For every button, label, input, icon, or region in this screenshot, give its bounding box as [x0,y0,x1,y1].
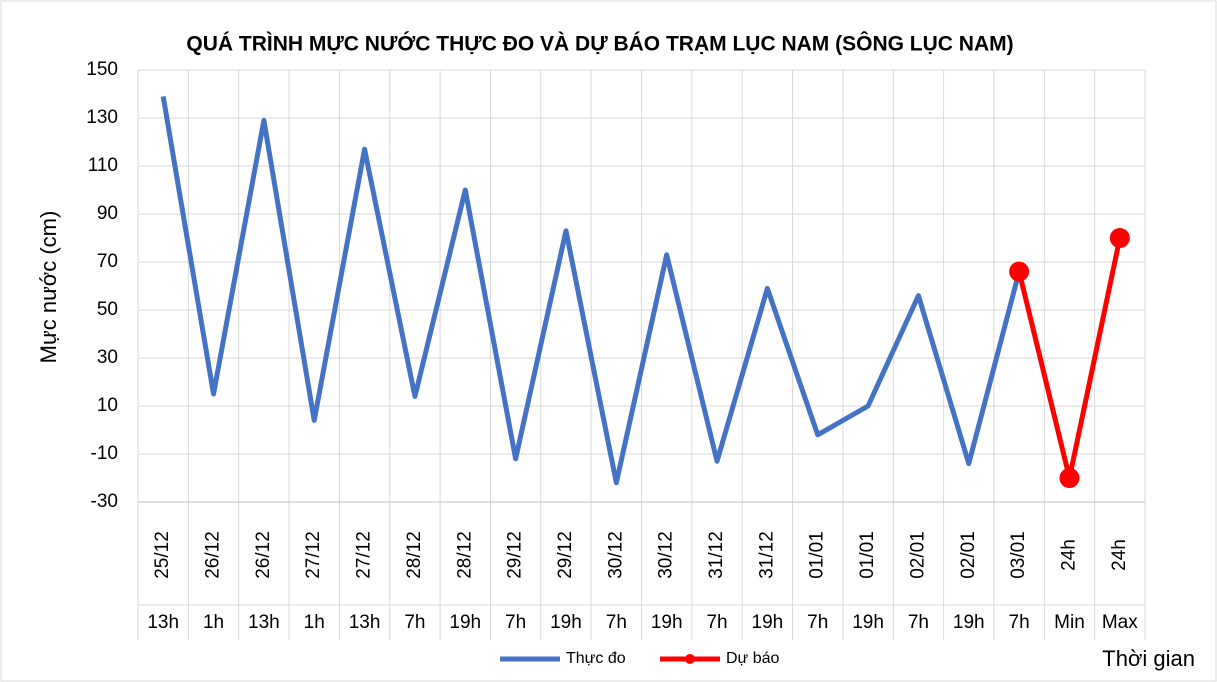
x-tick-sublabel: 1h [304,612,325,633]
x-tick-sublabel: Min [1054,612,1085,633]
y-tick-label: 130 [86,107,118,128]
x-tick-label: 30/12 [605,531,626,579]
x-axis-label: Thời gian [1102,646,1195,671]
y-tick-label: -30 [91,491,118,512]
x-tick-sublabel: 7h [505,612,526,633]
x-tick-sublabel: 19h [550,612,582,633]
x-tick-sublabel: 13h [147,612,179,633]
legend-marker [685,654,695,664]
y-tick-label: 10 [97,395,118,416]
x-tick-sublabel: 1h [203,612,224,633]
x-tick-label: 26/12 [203,531,224,579]
x-tick-sublabel: 7h [908,612,929,633]
x-tick-label: 31/12 [756,531,777,579]
x-tick-label: 24h [1109,539,1130,571]
x-tick-sublabel: 13h [248,612,280,633]
x-tick-sublabel: 7h [1009,612,1030,633]
x-tick-label: 02/01 [958,531,979,579]
x-tick-label: 01/01 [807,531,828,579]
legend-label: Dự báo [726,650,780,667]
x-tick-label: 01/01 [857,531,878,579]
series-marker [1059,468,1080,488]
series-line [160,95,1022,486]
x-tick-label: 31/12 [706,531,727,579]
x-tick-label: 02/01 [907,531,928,579]
y-tick-label: 70 [97,251,118,272]
x-tick-label: 25/12 [152,531,173,579]
x-tick-label: 24h [1058,539,1079,571]
series-marker [1109,228,1130,248]
series-marker [1009,261,1030,282]
x-tick-label: 03/01 [1008,531,1029,579]
y-tick-label: -10 [91,443,118,464]
x-tick-sublabel: 19h [651,612,683,633]
chart-title: QUÁ TRÌNH MỰC NƯỚC THỰC ĐO VÀ DỰ BÁO TRẠ… [186,32,1013,56]
y-tick-label: 110 [88,155,118,176]
x-tick-sublabel: 7h [404,612,425,633]
x-tick-sublabel: 13h [349,612,381,633]
y-tick-label: 90 [97,203,118,224]
x-tick-sublabel: 19h [852,612,884,633]
y-tick-label: 50 [97,299,118,320]
x-tick-sublabel: 7h [606,612,627,633]
x-tick-label: 29/12 [505,531,526,579]
legend-label: Thực đo [566,650,626,667]
x-tick-label: 30/12 [656,531,677,579]
x-tick-sublabel: 19h [449,612,481,633]
y-axis-label: Mực nước (cm) [36,211,61,364]
x-tick-sublabel: 7h [807,612,828,633]
y-tick-label: 30 [97,347,118,368]
x-tick-sublabel: 7h [706,612,727,633]
x-tick-sublabel: Max [1102,612,1138,633]
x-tick-label: 27/12 [303,531,324,579]
y-tick-label: 150 [86,59,118,80]
x-tick-sublabel: 19h [752,612,784,633]
x-tick-label: 27/12 [354,531,375,579]
x-tick-label: 28/12 [454,531,475,579]
x-tick-label: 26/12 [253,531,274,579]
x-tick-label: 29/12 [555,531,576,579]
x-tick-label: 28/12 [404,531,425,579]
x-tick-sublabel: 19h [953,612,985,633]
